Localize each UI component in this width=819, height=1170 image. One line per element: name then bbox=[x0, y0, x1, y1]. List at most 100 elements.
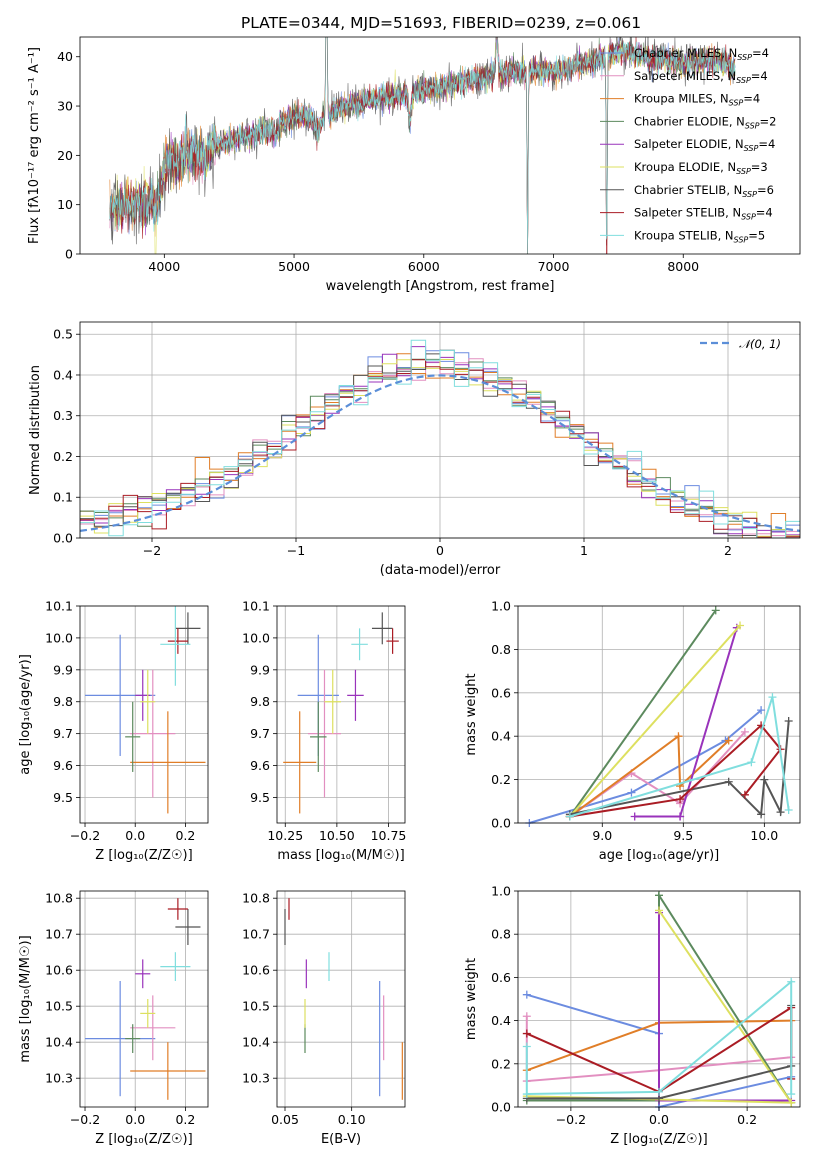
weight_vs_z-axes: −0.2 0.0 0.2 0.0 0.2 0.4 0.6 0.8 1.0 Z [log₁₀(Z/Z… bbox=[464, 884, 801, 1147]
weight_vs_age-marker-ks bbox=[747, 758, 756, 767]
residuals-ytick-label: 0.2 bbox=[53, 449, 73, 464]
weight_vs_age-ytick-label: 1.0 bbox=[491, 599, 511, 614]
age_vs_mass-point-cs bbox=[371, 612, 393, 645]
mass_vs_z-point-km bbox=[130, 1042, 206, 1100]
weight_vs_age-marker-ss bbox=[740, 790, 749, 799]
legend-entry-ce: Chabrier ELODIE, NSSP=2 bbox=[634, 114, 776, 130]
weight_vs_age-xtick-label: 9.0 bbox=[592, 828, 612, 843]
age_vs_mass-point-km bbox=[283, 711, 317, 814]
legend-nssp: =4 bbox=[751, 69, 768, 83]
mass_vs_z-point-ss bbox=[167, 898, 188, 920]
age_vs_mass-point-se bbox=[347, 669, 364, 721]
age_vs_mass-xtick-label: 10.50 bbox=[319, 828, 355, 843]
mass_vs_ebv-ytick-label: 10.5 bbox=[242, 999, 270, 1014]
weight_vs_age-marker-ks bbox=[565, 812, 574, 821]
weight_vs_age-marker-cs bbox=[776, 808, 785, 817]
age_vs_mass-point-ks bbox=[351, 628, 368, 661]
legend-entry-ke: Kroupa ELODIE, NSSP=3 bbox=[634, 160, 768, 176]
mass_vs_z-ytick-label: 10.6 bbox=[45, 963, 73, 978]
spectrum-line-ss bbox=[109, 37, 736, 254]
legend-subscript: SSP bbox=[734, 235, 749, 244]
age_vs_mass-ytick-label: 9.9 bbox=[250, 662, 270, 677]
age_vs_mass-ytick-label: 9.5 bbox=[250, 790, 270, 805]
residuals-xtick-label: 2 bbox=[724, 543, 732, 558]
mass_vs_z-xtick-label: −0.2 bbox=[70, 1112, 100, 1127]
spectrum-frame bbox=[79, 36, 801, 255]
legend-subscript: SSP bbox=[742, 190, 757, 199]
mass_vs_z-ylabel: mass [log₁₀(M/M☉)] bbox=[18, 935, 33, 1062]
weight_vs_age-marks bbox=[525, 606, 793, 827]
spectrum-xlabel: wavelength [Angstrom, rest frame] bbox=[326, 279, 555, 294]
age_vs_mass-ytick-label: 9.8 bbox=[250, 694, 270, 709]
weight_vs_z-marker-ke bbox=[787, 1098, 796, 1107]
mass_vs_ebv-grid bbox=[277, 891, 405, 1107]
mass_vs_z-ytick-label: 10.7 bbox=[45, 927, 73, 942]
age_vs_mass-point-ss bbox=[386, 628, 399, 654]
mass_vs_z-frame bbox=[79, 890, 209, 1108]
spectrum-ytick-label: 30 bbox=[57, 99, 73, 114]
residuals-xtick-label: −1 bbox=[287, 543, 305, 558]
legend-subscript: SSP bbox=[745, 121, 760, 130]
mass_vs_ebv-xlabel: E(B-V) bbox=[321, 1132, 361, 1147]
spectrum-xtick-label: 4000 bbox=[148, 259, 180, 274]
weight_vs_age-marker-cm bbox=[627, 788, 636, 797]
age_vs_z-point-ss bbox=[167, 628, 188, 654]
weight_vs_age-marker-ss bbox=[676, 795, 685, 804]
weight_vs_age-ylabel: mass weight bbox=[464, 673, 479, 755]
weight_vs_z-ylabel: mass weight bbox=[464, 958, 479, 1040]
weight_vs_z-marker-ks bbox=[522, 1090, 531, 1099]
histogram-km bbox=[80, 353, 800, 538]
age_vs_mass-ytick-label: 9.7 bbox=[250, 726, 270, 741]
legend-subscript: SSP bbox=[741, 213, 756, 222]
weight_vs_z-marker-ks bbox=[787, 977, 796, 986]
weight_vs_z-frame bbox=[517, 890, 801, 1108]
spectrum-xtick-label: 6000 bbox=[408, 259, 440, 274]
mass_vs_ebv-marks bbox=[284, 898, 403, 1100]
weight_vs_age-ytick-label: 0.2 bbox=[491, 772, 511, 787]
weight_vs_age-marker-cs bbox=[760, 775, 769, 784]
weight_vs_age-series-cm bbox=[525, 706, 766, 827]
spectrum-ytick-label: 20 bbox=[57, 148, 73, 163]
age_vs_z-ytick-label: 10.1 bbox=[45, 599, 73, 614]
weight_vs_age-line-se bbox=[634, 627, 738, 818]
legend-nssp: =5 bbox=[748, 228, 765, 242]
spectrum-xtick-label: 7000 bbox=[538, 259, 570, 274]
spectrum-line-ks bbox=[109, 37, 736, 254]
mass_vs_z-grid bbox=[80, 891, 208, 1107]
legend-text: Chabrier MILES, N bbox=[634, 46, 737, 60]
age_vs_mass-xlabel: mass [log₁₀(M/M☉)] bbox=[277, 848, 404, 863]
weight_vs_age-marker-cs bbox=[784, 717, 793, 726]
weight_vs_age-ytick-label: 0.4 bbox=[491, 729, 511, 744]
spectrum-axes: 4000 5000 6000 7000 8000 0 10 20 30 40 wavelength … bbox=[27, 36, 801, 294]
age_vs_mass-xtick-label: 10.75 bbox=[371, 828, 407, 843]
mass_vs_z-point-cs bbox=[175, 909, 201, 945]
spectrum-ylabel: Flux [fλ10⁻¹⁷ erg cm⁻² s⁻¹ A⁻¹] bbox=[27, 47, 42, 244]
weight_vs_z-ytick-label: 0.8 bbox=[491, 927, 511, 942]
weight_vs_z-ytick-label: 0.0 bbox=[491, 1100, 511, 1115]
weight_vs_age-ytick-label: 0.6 bbox=[491, 685, 511, 700]
mass_vs_ebv-ytick-label: 10.6 bbox=[242, 963, 270, 978]
residuals-marks bbox=[80, 339, 800, 538]
age_vs_z-xtick-label: 0.2 bbox=[175, 828, 195, 843]
legend-text: Kroupa MILES, N bbox=[634, 92, 729, 106]
age_vs_mass-ytick-label: 9.6 bbox=[250, 758, 270, 773]
age_vs_z-ylabel: age [log₁₀(age/yr)] bbox=[18, 654, 33, 775]
weight_vs_z-ytick-label: 0.2 bbox=[491, 1056, 511, 1071]
residuals-axes: −2 −1 0 1 2 0.0 0.1 0.2 0.3 0.4 0.5 (data-model)/er… bbox=[28, 321, 801, 578]
age_vs_z-xtick-label: −0.2 bbox=[70, 828, 100, 843]
mass_vs_z-point-se bbox=[135, 959, 151, 989]
figure-title: PLATE=0344, MJD=51693, FIBERID=0239, z=0… bbox=[241, 14, 641, 32]
legend-subscript: SSP bbox=[736, 76, 751, 85]
weight_vs_age-marker-ce bbox=[711, 606, 720, 615]
weight_vs_age-marker-km bbox=[674, 732, 683, 741]
mass_vs_z-xlabel: Z [log₁₀(Z/Z☉)] bbox=[95, 1132, 192, 1147]
legend-entry-cm: Chabrier MILES, NSSP=4 bbox=[634, 46, 769, 62]
age_vs_z-point-sm bbox=[130, 669, 176, 798]
mass_vs_z-marks bbox=[85, 898, 206, 1100]
mass_vs_z-point-ks bbox=[160, 952, 191, 981]
spectrum-xtick-label: 8000 bbox=[667, 259, 699, 274]
age_vs_mass-point-ce bbox=[310, 701, 327, 772]
legend-text: Kroupa ELODIE, N bbox=[634, 160, 736, 174]
weight_vs_z-marker-ks bbox=[655, 1087, 663, 1096]
